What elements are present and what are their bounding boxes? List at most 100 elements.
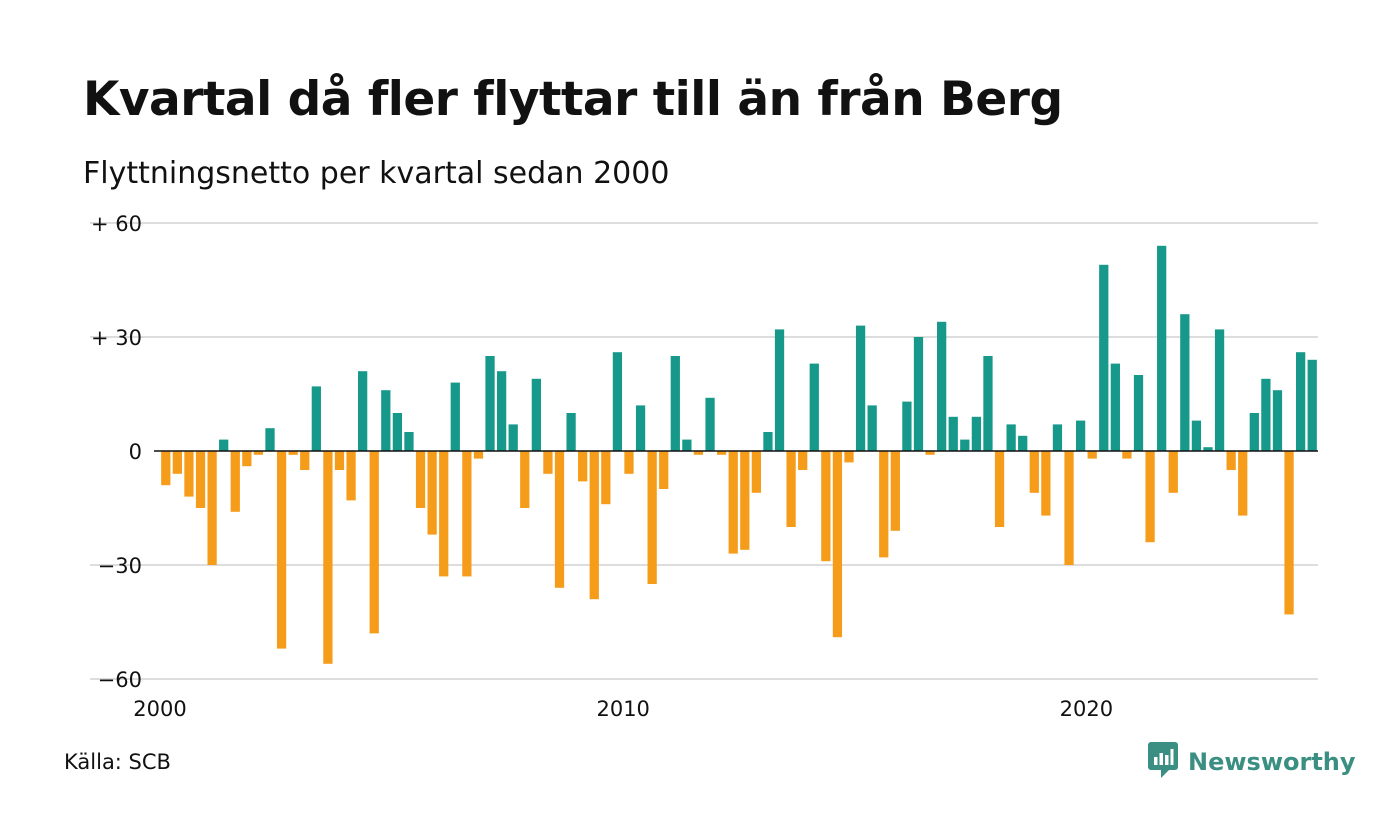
bar: [1249, 413, 1259, 451]
bar: [1261, 378, 1271, 451]
bar: [242, 451, 252, 467]
bar: [1168, 451, 1178, 493]
bar: [925, 451, 935, 455]
bar: [439, 451, 449, 577]
x-tick-label: 2000: [133, 697, 186, 721]
bar: [1296, 352, 1306, 451]
bar: [462, 451, 472, 577]
bar: [693, 451, 704, 455]
bar: [1099, 264, 1109, 451]
chart-title: Kvartal då fler flyttar till än från Ber…: [83, 72, 1063, 127]
bar: [554, 451, 565, 588]
bar: [879, 451, 889, 558]
bar: [543, 451, 553, 474]
bar: [913, 337, 924, 451]
bar: [971, 416, 982, 451]
y-tick-label: −30: [98, 554, 142, 578]
bar: [1284, 451, 1294, 615]
bar: [659, 451, 669, 489]
y-tick-label: −60: [98, 668, 142, 692]
chart-subtitle: Flyttningsnetto per kvartal sedan 2000: [83, 156, 670, 191]
bar: [300, 451, 310, 470]
bar: [960, 439, 970, 451]
bar: [450, 382, 460, 451]
source-note: Källa: SCB: [64, 750, 171, 774]
bar: [1180, 314, 1190, 451]
bar: [566, 413, 576, 451]
bar: [496, 371, 507, 451]
bar: [172, 451, 182, 474]
bar: [161, 451, 171, 486]
bar: [798, 451, 808, 470]
bar: [1064, 451, 1074, 565]
bar: [844, 451, 854, 463]
bar: [427, 451, 437, 535]
bar: [1157, 245, 1167, 451]
bar: [1006, 424, 1016, 451]
bar: [195, 451, 206, 508]
bar: [288, 451, 298, 455]
bar: [358, 371, 368, 451]
bar: [1133, 375, 1144, 451]
bar: [1052, 424, 1063, 451]
bar: [531, 378, 541, 451]
bar: [578, 451, 588, 482]
bar: [624, 451, 634, 474]
bar: [1307, 359, 1317, 451]
bar: [369, 451, 379, 634]
bar: [1238, 451, 1248, 516]
bar: [253, 451, 264, 455]
bar: [1122, 451, 1132, 459]
bar: [1226, 451, 1236, 470]
bar: [473, 451, 484, 459]
bar: [670, 356, 680, 451]
bar: [520, 451, 530, 508]
bar: [1191, 420, 1202, 451]
bar: [1087, 451, 1097, 459]
bar: [867, 405, 877, 451]
bar: [635, 405, 646, 451]
bar: [948, 416, 958, 451]
bar: [682, 439, 692, 451]
bar: [705, 397, 715, 451]
bar: [265, 428, 275, 451]
bar: [207, 451, 217, 565]
bar: [1214, 329, 1225, 451]
bar: [821, 451, 831, 562]
bar: [728, 451, 738, 554]
brand-name: Newsworthy: [1188, 748, 1356, 776]
bar: [832, 451, 843, 638]
bar: [855, 325, 866, 451]
bar: [1110, 363, 1120, 451]
bar: [774, 329, 785, 451]
bar: [983, 356, 993, 451]
bar: [937, 321, 947, 451]
bar: [890, 451, 900, 531]
bar: [740, 451, 750, 550]
x-tick-label: 2010: [596, 697, 649, 721]
bar: [1029, 451, 1039, 493]
bar: [508, 424, 518, 451]
bar: [601, 451, 611, 505]
bar: [415, 451, 426, 508]
bar: [323, 451, 333, 664]
bar: [346, 451, 356, 501]
bars: [161, 245, 1317, 664]
bar: [809, 363, 819, 451]
newsworthy-brand: Newsworthy: [1148, 742, 1356, 782]
bar: [786, 451, 796, 527]
bar: [219, 439, 229, 451]
bar: [1203, 447, 1213, 451]
bar: [751, 451, 761, 493]
bar: [1018, 435, 1028, 451]
bar: [589, 451, 599, 600]
y-tick-label: 0: [129, 440, 142, 464]
bar: [902, 401, 912, 451]
x-tick-label: 2020: [1060, 697, 1113, 721]
bar: [647, 451, 657, 584]
bar: [392, 413, 403, 451]
bar: [184, 451, 194, 497]
bar: [717, 451, 727, 455]
bar: [994, 451, 1005, 527]
bar: [230, 451, 240, 512]
